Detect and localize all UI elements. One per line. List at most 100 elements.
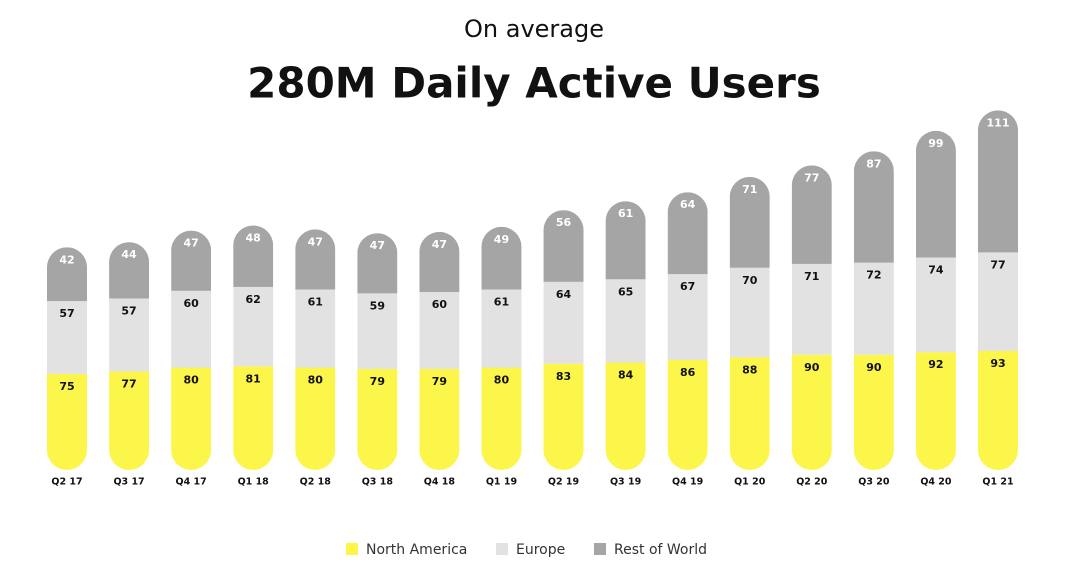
bar-segment	[481, 367, 522, 470]
data-label: 86	[680, 366, 696, 379]
bar-segment	[605, 279, 646, 363]
x-tick-label: Q2 17	[51, 477, 82, 488]
bar-group	[357, 233, 398, 470]
bar-segment	[791, 263, 832, 355]
data-label: 67	[680, 280, 695, 293]
data-label: 93	[990, 357, 1005, 370]
bar-segment	[729, 357, 770, 470]
data-label: 57	[121, 304, 136, 317]
data-label: 64	[556, 288, 572, 301]
bar-segment	[419, 368, 460, 470]
legend-swatch	[594, 543, 606, 555]
data-label: 90	[804, 361, 820, 374]
data-label: 59	[370, 299, 385, 312]
x-tick-label: Q4 18	[424, 477, 456, 488]
bar-segment	[233, 286, 274, 367]
bar-segment	[481, 226, 522, 290]
bar-group	[978, 110, 1018, 470]
bar-group	[543, 210, 584, 470]
bar-segment	[47, 374, 87, 470]
bar-segment	[543, 363, 584, 470]
bar-segment	[171, 230, 212, 291]
data-label: 74	[928, 264, 944, 277]
legend-label: Europe	[516, 542, 565, 558]
bar-segment	[978, 252, 1018, 351]
bar-segment	[171, 367, 212, 470]
bar-segment	[295, 289, 336, 368]
bar-segment	[419, 231, 460, 293]
x-tick-label: Q1 20	[734, 477, 766, 488]
bar-segment	[109, 298, 150, 372]
data-label: 57	[59, 307, 74, 320]
x-tick-label: Q4 20	[920, 477, 952, 488]
data-label: 77	[990, 258, 1005, 271]
bar-segment	[357, 293, 398, 369]
data-label: 80	[308, 374, 324, 387]
bar-segment	[171, 290, 212, 368]
data-label: 80	[183, 374, 199, 387]
bar-segment	[543, 281, 584, 364]
bar-segment	[978, 110, 1018, 253]
data-label: 47	[432, 238, 447, 251]
data-label: 61	[618, 207, 633, 220]
data-label: 47	[183, 237, 198, 250]
data-label: 79	[370, 375, 385, 388]
bar-segment	[419, 292, 460, 369]
bar-segment	[109, 371, 150, 470]
data-label: 62	[246, 293, 261, 306]
data-label: 83	[556, 370, 571, 383]
legend-swatch	[496, 543, 508, 555]
legend-label: Rest of World	[614, 542, 707, 558]
data-label: 47	[308, 235, 323, 248]
x-tick-label: Q3 18	[362, 477, 394, 488]
bar-segment	[729, 267, 770, 358]
data-label: 44	[121, 248, 137, 261]
bar-segment	[233, 225, 274, 287]
bar-group	[171, 230, 212, 470]
data-label: 84	[618, 368, 634, 381]
x-tick-label: Q2 18	[300, 477, 332, 488]
bar-segment	[357, 368, 398, 470]
x-tick-label: Q2 20	[796, 477, 828, 488]
x-tick-label: Q1 19	[486, 477, 517, 488]
bar-segment	[357, 233, 398, 294]
data-label: 79	[432, 375, 447, 388]
bar-group	[233, 225, 274, 470]
data-label: 99	[928, 137, 943, 150]
bar-segment	[978, 350, 1018, 470]
bar-segment	[853, 151, 894, 263]
data-label: 71	[742, 183, 757, 196]
data-label: 80	[494, 374, 510, 387]
data-label: 60	[183, 297, 199, 310]
bar-group	[667, 192, 708, 470]
chart-title: 280M Daily Active Users	[247, 59, 821, 108]
bar-group	[605, 201, 646, 470]
bar-segment	[233, 366, 274, 470]
data-label: 61	[494, 296, 509, 309]
bar-segment	[295, 229, 336, 290]
bar-group	[419, 231, 460, 470]
bar-group	[481, 226, 522, 470]
x-tick-label: Q3 19	[610, 477, 641, 488]
bar-segment	[47, 247, 87, 302]
data-label: 77	[121, 377, 136, 390]
data-label: 65	[618, 285, 633, 298]
bar-group	[109, 242, 150, 470]
bar-segment	[605, 362, 646, 470]
x-tick-label: Q3 17	[113, 477, 144, 488]
bar-segment	[915, 130, 956, 258]
data-label: 49	[494, 233, 509, 246]
data-label: 48	[246, 232, 261, 245]
data-label: 47	[370, 239, 385, 252]
data-label: 111	[987, 116, 1010, 129]
data-label: 61	[308, 296, 323, 309]
bar-segment	[853, 262, 894, 355]
bar-segment	[667, 274, 708, 360]
data-label: 42	[59, 253, 74, 266]
bar-segment	[109, 242, 150, 299]
bar-segment	[915, 352, 956, 470]
bar-group	[791, 165, 832, 470]
data-label: 70	[742, 274, 758, 287]
data-label: 92	[928, 358, 943, 371]
